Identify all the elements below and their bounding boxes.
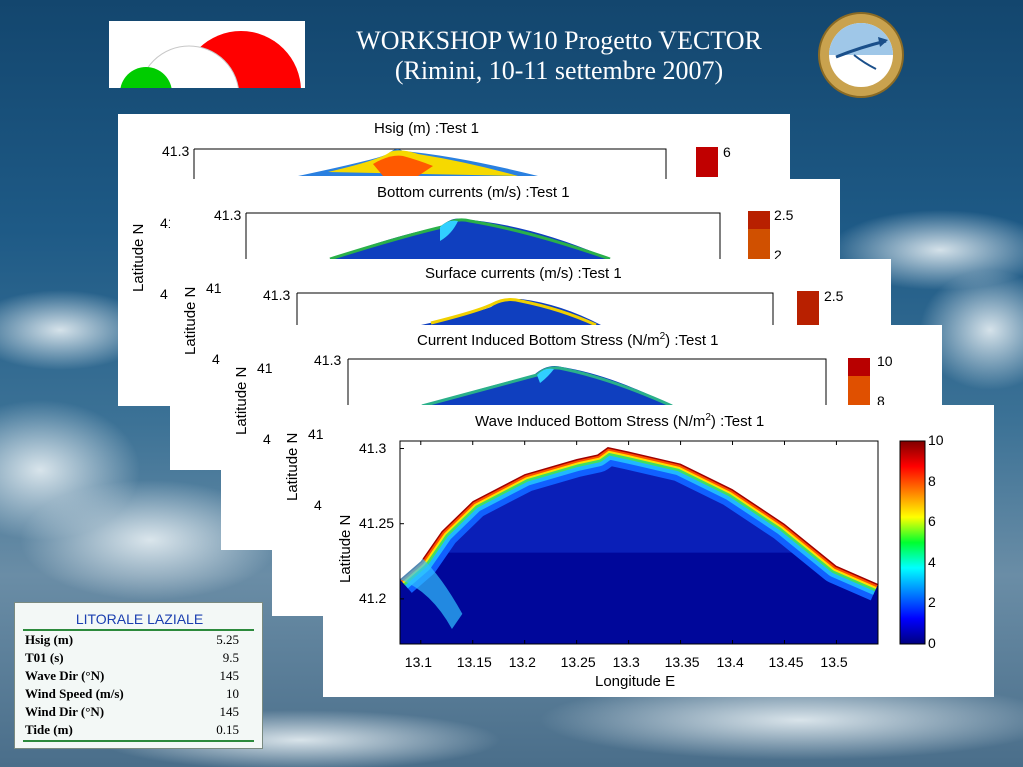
plot-frame	[399, 440, 879, 645]
y-tick: 41.3	[214, 207, 242, 223]
table-row: Hsig (m) 5.25	[25, 632, 239, 650]
colorbar	[899, 440, 926, 645]
row-label: Wind Dir (°N)	[25, 704, 105, 719]
main-chart-panel: Wave Induced Bottom Stress (N/m2) :Test …	[323, 405, 994, 697]
panel-title-sup: 2	[659, 331, 666, 342]
chart-title-main: Wave Induced Bottom Stress (N/m	[475, 413, 706, 430]
divider	[23, 629, 254, 631]
row-label: Wind Speed (m/s)	[25, 686, 124, 701]
x-tick-label: 13.5	[820, 654, 848, 670]
x-tick-label: 13.25	[560, 654, 596, 670]
table-row: Wind Speed (m/s) 10	[25, 686, 239, 704]
table-row: Tide (m) 0.15	[25, 722, 239, 740]
x-tick-label: 13.2	[508, 654, 536, 670]
y-tick-label: 41.2	[359, 589, 387, 606]
heatmap-field	[400, 441, 878, 644]
chart-title: Wave Induced Bottom Stress (N/m2) :Test …	[475, 412, 764, 430]
colorbar-tick-label: 0	[928, 635, 936, 651]
title-line-1: WORKSHOP W10 Progetto VECTOR	[356, 26, 762, 55]
plume	[400, 556, 463, 629]
colorbar-tick-label: 2	[928, 594, 936, 611]
y-axis-label: Latitude N	[337, 514, 354, 583]
x-tick-label: 13.15	[456, 654, 492, 670]
panel-title: Bottom currents (m/s) :Test 1	[377, 184, 570, 201]
colorbar-tick-label: 8	[928, 472, 936, 489]
row-value: 10	[226, 686, 239, 701]
y-tick: 4	[314, 497, 322, 513]
y-axis-label: Latitude N	[233, 366, 250, 435]
y-axis-label: Latitude N	[130, 223, 147, 292]
chart-title-sup: 2	[705, 412, 711, 423]
panel-title: Current Induced Bottom Stress (N/m2) :Te…	[417, 331, 719, 349]
colorbar-tick: 2	[774, 247, 782, 263]
colorbar-tick: 6	[723, 144, 731, 160]
y-tick: 41.3	[263, 287, 291, 303]
y-tick: 41.3	[162, 143, 190, 159]
table-row: Wind Dir (°N) 145	[25, 704, 239, 722]
divider	[23, 740, 254, 742]
y-tick: 4	[160, 286, 168, 302]
x-tick-label: 13.1	[404, 654, 433, 670]
colorbar-tick-label: 10	[928, 432, 944, 448]
conditions-table: LITORALE LAZIALE Hsig (m) 5.25 T01 (s) 9.5…	[14, 602, 263, 749]
panel-title-end: ) :Test 1	[665, 332, 719, 349]
colorbar-tick-label: 6	[928, 513, 936, 530]
y-tick: 41	[308, 426, 324, 442]
x-axis-label: Longitude E	[595, 673, 676, 690]
page-title: WORKSHOP W10 Progetto VECTOR (Rimini, 10…	[310, 26, 808, 86]
row-value: 0.15	[216, 722, 239, 737]
colorbar-tick: 8	[877, 393, 885, 409]
title-line-2: (Rimini, 10-11 settembre 2007)	[394, 56, 724, 85]
conditions-title: LITORALE LAZIALE	[75, 611, 204, 627]
row-value: 5.25	[216, 632, 239, 647]
x-tick-label: 13.45	[768, 654, 804, 670]
y-tick: 4	[212, 351, 220, 367]
y-tick: 41.3	[314, 352, 342, 368]
row-value: 145	[219, 668, 240, 683]
heatmap-chart	[399, 440, 926, 645]
row-label: Wave Dir (°N)	[25, 668, 105, 683]
table-row: T01 (s) 9.5	[25, 650, 239, 668]
vector-logo	[814, 11, 908, 99]
table-row: Wave Dir (°N) 145	[25, 668, 239, 686]
x-tick-label: 13.4	[716, 654, 744, 670]
colorbar-tick: 10	[877, 353, 893, 369]
y-tick: 41	[206, 280, 222, 296]
panel-title: Hsig (m) :Test 1	[374, 120, 480, 137]
deep-sea-area	[400, 552, 878, 644]
y-tick: 4	[263, 431, 271, 447]
y-tick-label: 41.25	[359, 514, 395, 531]
colorbar-tick: 2.5	[774, 207, 794, 223]
y-axis-label: Latitude N	[182, 286, 199, 355]
x-tick-label: 13.3	[612, 654, 640, 670]
row-label: Tide (m)	[25, 722, 73, 737]
row-label: T01 (s)	[25, 650, 64, 665]
row-value: 9.5	[222, 650, 239, 665]
workshop-logo	[109, 21, 305, 88]
land-area	[400, 441, 878, 584]
chart-title-end: ) :Test 1	[710, 413, 765, 430]
x-tick-label: 13.35	[664, 654, 700, 670]
row-value: 145	[219, 704, 240, 719]
y-tick-label: 41.3	[359, 439, 387, 456]
x-tick-marks	[420, 441, 837, 644]
y-axis-label: Latitude N	[284, 432, 301, 501]
panel-title: Surface currents (m/s) :Test 1	[425, 265, 622, 282]
y-tick-marks	[400, 448, 404, 600]
colorbar-tick: 2.5	[824, 288, 844, 304]
band-darkred	[400, 445, 878, 586]
colorbar-tick-label: 4	[928, 553, 936, 570]
row-label: Hsig (m)	[25, 632, 74, 647]
panel-title-main: Current Induced Bottom Stress (N/m	[417, 332, 660, 349]
y-tick: 41	[257, 360, 273, 376]
